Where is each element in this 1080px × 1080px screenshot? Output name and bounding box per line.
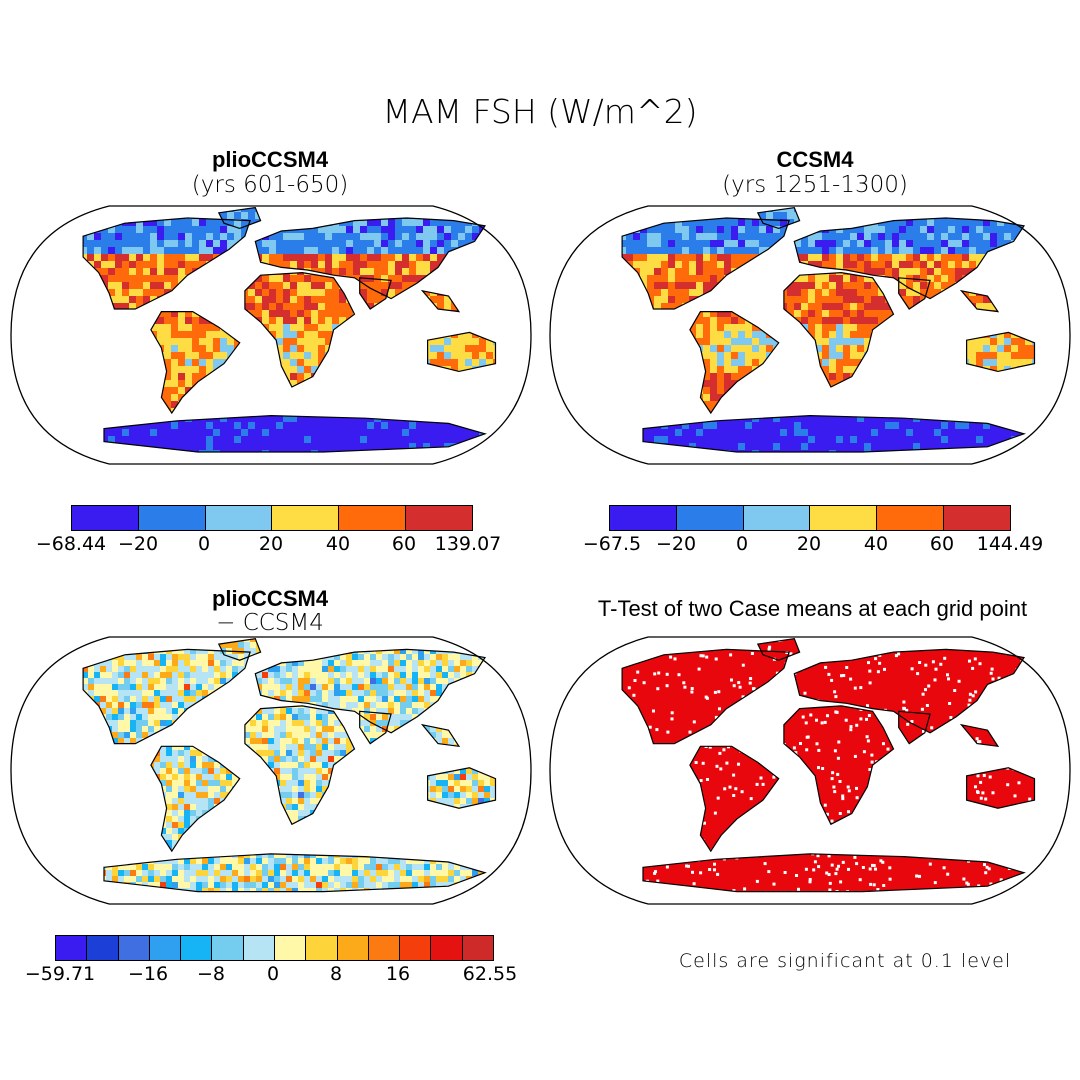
colorbar-swatch [406, 506, 472, 530]
panel-3-colorbar-label: 62.55 [462, 963, 518, 985]
colorbar-swatch [138, 506, 206, 530]
colorbar-swatch [274, 936, 307, 960]
panel-2-colorbar-label: −67.5 [582, 533, 642, 555]
colorbar-swatch [400, 936, 432, 960]
panel-2-subtitle: (yrs 1251-1300) [722, 172, 908, 198]
figure-title: MAM FSH (W/m^2) [382, 92, 698, 131]
panel-3-colorbar-label: 8 [329, 963, 343, 985]
colorbar-swatch [743, 506, 811, 530]
panel-3-colorbar-label: 16 [385, 963, 411, 985]
panel-4-map [549, 636, 1071, 905]
colorbar-swatch [676, 506, 744, 530]
colorbar-swatch [87, 936, 119, 960]
panel-1-colorbar-label: 20 [258, 533, 284, 555]
panel-2-colorbar-label: 40 [863, 533, 889, 555]
panel-3-subtitle: − CCSM4 [216, 610, 324, 636]
panel-4-title: T-Test of two Case means at each grid po… [597, 596, 1028, 621]
panel-2-title: CCSM4 [776, 147, 854, 172]
colorbar-swatch [337, 936, 369, 960]
colorbar-swatch [462, 936, 493, 960]
panel-3-colorbar-label: −16 [127, 963, 169, 985]
panel-3-map [10, 636, 532, 905]
panel-2-colorbar-label: 0 [735, 533, 749, 555]
panel-1-colorbar-label: 40 [325, 533, 351, 555]
panel-2-colorbar-label: 20 [796, 533, 822, 555]
colorbar-swatch [306, 936, 338, 960]
colorbar-swatch [810, 506, 878, 530]
colorbar-swatch [56, 936, 88, 960]
panel-1-subtitle: (yrs 601-650) [191, 172, 349, 198]
colorbar-swatch [72, 506, 139, 530]
colorbar-swatch [118, 936, 150, 960]
colorbar-swatch [181, 936, 213, 960]
panel-1-map [10, 205, 532, 465]
panel-2-map [549, 205, 1071, 465]
panel-1-colorbar-label: −68.44 [35, 533, 107, 555]
colorbar-swatch [339, 506, 407, 530]
panel-2-colorbar-label: 60 [929, 533, 955, 555]
panel-3-colorbar [55, 935, 494, 961]
panel-3-colorbar-label: −8 [196, 963, 226, 985]
panel-2-colorbar-label: −20 [655, 533, 697, 555]
colorbar-swatch [149, 936, 182, 960]
panel-1-colorbar-label: 139.07 [434, 533, 502, 555]
panel-1-colorbar-label: −20 [117, 533, 159, 555]
colorbar-swatch [610, 506, 677, 530]
panel-1-title: plioCCSM4 [211, 147, 329, 172]
panel-3-colorbar-label: 0 [266, 963, 280, 985]
panel-2-colorbar-label: 144.49 [976, 533, 1044, 555]
panel-3-colorbar-label: −59.71 [24, 963, 96, 985]
panel-1-colorbar [71, 505, 473, 531]
colorbar-swatch [944, 506, 1010, 530]
colorbar-swatch [272, 506, 340, 530]
colorbar-swatch [212, 936, 244, 960]
colorbar-swatch [243, 936, 275, 960]
panel-2-colorbar [609, 505, 1011, 531]
colorbar-swatch [205, 506, 273, 530]
colorbar-swatch [368, 936, 401, 960]
panel-1-colorbar-label: 60 [391, 533, 417, 555]
significance-note: Cells are significant at 0.1 level [678, 950, 1012, 972]
panel-3-title: plioCCSM4 [211, 586, 329, 611]
colorbar-swatch [877, 506, 945, 530]
panel-1-colorbar-label: 0 [197, 533, 211, 555]
colorbar-swatch [431, 936, 463, 960]
